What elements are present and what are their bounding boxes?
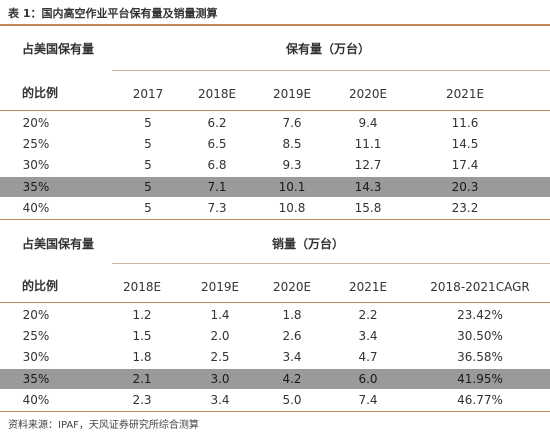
value-cell: 36.58% (457, 350, 503, 365)
ratio-cell: 25% (22, 329, 50, 344)
table-row: 20% 1.2 1.4 1.8 2.2 23.42% (0, 305, 550, 325)
group-header: 销量（万台） (272, 237, 345, 251)
group-header-rule (112, 263, 550, 264)
value-cell: 17.4 (451, 158, 479, 173)
value-cell: 2.5 (210, 350, 230, 365)
value-cell: 10.1 (278, 179, 306, 194)
value-cell: 1.4 (210, 308, 230, 322)
value-cell: 7.4 (358, 392, 378, 407)
value-cell: 23.42% (457, 308, 503, 322)
value-cell: 5.0 (282, 392, 302, 407)
table-bottom-rule (0, 219, 550, 220)
value-cell: 1.2 (132, 308, 152, 322)
value-cell: 6.8 (207, 158, 227, 173)
table-bottom-rule (0, 411, 550, 412)
value-cell: 11.6 (451, 116, 479, 130)
value-cell: 20.3 (451, 179, 479, 194)
table-row: 25% 1.5 2.0 2.6 3.4 30.50% (0, 326, 550, 346)
value-cell: 6.0 (358, 371, 378, 386)
group-header-rule (112, 70, 550, 71)
ratio-cell: 20% (22, 308, 50, 322)
value-cell: 8.5 (282, 137, 302, 152)
value-cell: 2.2 (358, 308, 378, 322)
value-cell: 2.1 (132, 371, 152, 386)
value-cell: 3.0 (210, 371, 230, 386)
column-header: 2021E (445, 87, 485, 101)
value-cell: 1.8 (282, 308, 302, 322)
value-cell: 6.2 (207, 116, 227, 130)
value-cell: 23.2 (451, 200, 479, 215)
table-row: 30% 1.8 2.5 3.4 4.7 36.58% (0, 347, 550, 367)
column-header: 2017 (132, 87, 164, 101)
ratio-cell: 35% (22, 371, 50, 386)
value-cell: 5 (144, 158, 152, 173)
column-header: 2018E (122, 280, 162, 294)
table-row: 25% 5 6.5 8.5 11.1 14.5 (0, 134, 550, 154)
ratio-cell: 40% (22, 392, 50, 407)
value-cell: 30.50% (457, 329, 503, 344)
value-cell: 3.4 (358, 329, 378, 344)
row-header-line1: 占美国保有量 (22, 237, 95, 251)
value-cell: 1.5 (132, 329, 152, 344)
ratio-cell: 30% (22, 158, 50, 173)
value-cell: 2.3 (132, 392, 152, 407)
column-header: 2020E (272, 280, 312, 294)
value-cell: 4.7 (358, 350, 378, 365)
value-cell: 9.4 (358, 116, 378, 130)
column-header: 2021E (348, 280, 388, 294)
source-note: 资料来源：IPAF，天风证券研究所综合测算 (8, 420, 199, 431)
header-bottom-rule (0, 302, 550, 303)
table-row-highlighted: 35% 5 7.1 10.1 14.3 20.3 (0, 176, 550, 197)
table-row: 40% 2.3 3.4 5.0 7.4 46.77% (0, 390, 550, 410)
table-row: 30% 5 6.8 9.3 12.7 17.4 (0, 155, 550, 175)
table-row: 40% 5 7.3 10.8 15.8 23.2 (0, 198, 550, 218)
value-cell: 11.1 (354, 137, 382, 152)
value-cell: 5 (144, 116, 152, 130)
value-cell: 12.7 (354, 158, 382, 173)
value-cell: 7.1 (207, 179, 227, 194)
column-header: 2018E (197, 87, 237, 101)
value-cell: 2.6 (282, 329, 302, 344)
table-title: 表 1：国内高空作业平台保有量及销量测算 (8, 7, 218, 20)
ratio-cell: 25% (22, 137, 50, 152)
column-header: 2020E (348, 87, 388, 101)
value-cell: 2.0 (210, 329, 230, 344)
column-header: 2019E (272, 87, 312, 101)
table-row-highlighted: 35% 2.1 3.0 4.2 6.0 41.95% (0, 368, 550, 389)
value-cell: 5 (144, 200, 152, 215)
row-header-line2: 的比例 (22, 279, 59, 293)
value-cell: 41.95% (457, 371, 503, 386)
value-cell: 7.6 (282, 116, 302, 130)
row-header-line2: 的比例 (22, 86, 59, 100)
value-cell: 10.8 (278, 200, 306, 215)
table-row: 20% 5 6.2 7.6 9.4 11.6 (0, 113, 550, 133)
value-cell: 4.2 (282, 371, 302, 386)
value-cell: 15.8 (354, 200, 382, 215)
value-cell: 9.3 (282, 158, 302, 173)
value-cell: 5 (144, 137, 152, 152)
value-cell: 14.5 (451, 137, 479, 152)
ratio-cell: 40% (22, 200, 50, 215)
value-cell: 6.5 (207, 137, 227, 152)
group-header: 保有量（万台） (286, 42, 371, 56)
value-cell: 14.3 (354, 179, 382, 194)
value-cell: 7.3 (207, 200, 227, 215)
header-bottom-rule (0, 110, 550, 111)
value-cell: 1.8 (132, 350, 152, 365)
ratio-cell: 20% (22, 116, 50, 130)
value-cell: 3.4 (282, 350, 302, 365)
row-header-line1: 占美国保有量 (22, 42, 95, 56)
ratio-cell: 30% (22, 350, 50, 365)
ratio-cell: 35% (22, 179, 50, 194)
value-cell: 46.77% (457, 392, 503, 407)
value-cell: 5 (144, 179, 152, 194)
column-header: 2018-2021CAGR (430, 280, 530, 294)
value-cell: 3.4 (210, 392, 230, 407)
title-rule (0, 24, 550, 26)
column-header: 2019E (200, 280, 240, 294)
